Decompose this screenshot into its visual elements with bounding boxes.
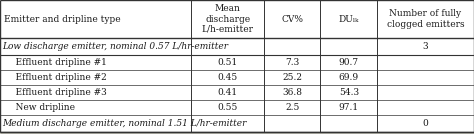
- Text: 97.1: 97.1: [339, 103, 359, 112]
- Text: Medium discharge emitter, nominal 1.51 L/hr-emitter: Medium discharge emitter, nominal 1.51 L…: [2, 119, 247, 128]
- Text: 0: 0: [423, 119, 428, 128]
- Text: DUₗₖ: DUₗₖ: [338, 15, 359, 24]
- Text: 0.51: 0.51: [218, 58, 237, 67]
- Text: Emitter and dripline type: Emitter and dripline type: [4, 15, 120, 24]
- Text: 90.7: 90.7: [339, 58, 359, 67]
- Text: Effluent dripline #2: Effluent dripline #2: [4, 73, 107, 82]
- Text: 2.5: 2.5: [285, 103, 300, 112]
- Text: 0.41: 0.41: [218, 88, 237, 97]
- Text: 0.45: 0.45: [218, 73, 237, 82]
- Text: 54.3: 54.3: [339, 88, 359, 97]
- Text: New dripline: New dripline: [4, 103, 75, 112]
- Text: 3: 3: [423, 42, 428, 51]
- Text: 0.55: 0.55: [218, 103, 238, 112]
- Text: Effluent dripline #1: Effluent dripline #1: [4, 58, 107, 67]
- Text: 69.9: 69.9: [339, 73, 359, 82]
- Text: 7.3: 7.3: [285, 58, 300, 67]
- Text: 25.2: 25.2: [282, 73, 302, 82]
- Text: CV%: CV%: [281, 15, 303, 24]
- Text: 36.8: 36.8: [282, 88, 302, 97]
- Text: Mean
discharge
L/h-emitter: Mean discharge L/h-emitter: [201, 4, 254, 34]
- Text: Effluent dripline #3: Effluent dripline #3: [4, 88, 107, 97]
- Text: Low discharge emitter, nominal 0.57 L/hr-emitter: Low discharge emitter, nominal 0.57 L/hr…: [2, 42, 228, 51]
- Text: Number of fully
clogged emitters: Number of fully clogged emitters: [387, 9, 465, 29]
